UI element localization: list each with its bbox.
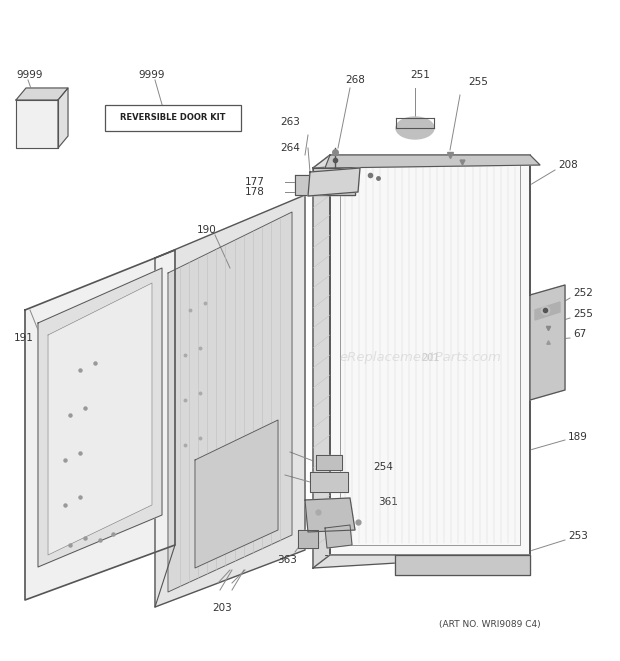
Text: REVERSIBLE DOOR KIT: REVERSIBLE DOOR KIT	[120, 114, 226, 122]
Polygon shape	[195, 420, 278, 568]
Text: 190: 190	[197, 225, 217, 235]
Text: 268: 268	[360, 555, 380, 565]
Text: 264: 264	[280, 143, 300, 153]
Polygon shape	[530, 285, 565, 400]
Polygon shape	[313, 168, 355, 195]
Polygon shape	[16, 100, 58, 148]
Text: eReplacementParts.com: eReplacementParts.com	[339, 352, 501, 364]
Text: 361: 361	[378, 497, 398, 507]
Text: 253: 253	[568, 531, 588, 541]
Text: 175: 175	[255, 447, 275, 457]
Polygon shape	[25, 250, 175, 600]
Polygon shape	[325, 525, 352, 548]
Polygon shape	[305, 498, 355, 532]
Text: 177: 177	[245, 177, 265, 187]
Polygon shape	[16, 88, 68, 100]
Polygon shape	[313, 555, 530, 568]
Text: 203: 203	[212, 603, 232, 613]
Text: 362: 362	[323, 555, 343, 565]
Polygon shape	[298, 530, 318, 548]
Polygon shape	[535, 302, 560, 320]
Ellipse shape	[396, 117, 434, 139]
Polygon shape	[325, 155, 540, 168]
Polygon shape	[330, 155, 530, 555]
Polygon shape	[295, 175, 355, 195]
Text: 363: 363	[277, 555, 297, 565]
Text: 201: 201	[421, 353, 439, 363]
Text: 67: 67	[573, 329, 587, 339]
Polygon shape	[48, 283, 152, 555]
Text: 254: 254	[373, 462, 393, 472]
Text: 251: 251	[410, 70, 430, 80]
Text: 189: 189	[568, 432, 588, 442]
Text: 255: 255	[468, 77, 488, 87]
Text: 268: 268	[345, 75, 365, 85]
Polygon shape	[316, 455, 342, 470]
Text: 208: 208	[558, 160, 578, 170]
Text: 178: 178	[245, 187, 265, 197]
Polygon shape	[155, 195, 305, 607]
Polygon shape	[310, 472, 348, 492]
Text: 9999: 9999	[16, 70, 43, 80]
Polygon shape	[313, 155, 330, 568]
Polygon shape	[313, 155, 530, 168]
Polygon shape	[58, 88, 68, 148]
Text: 9999: 9999	[138, 70, 164, 80]
Text: 191: 191	[14, 333, 34, 343]
Polygon shape	[38, 268, 162, 567]
Polygon shape	[308, 168, 360, 196]
Text: 252: 252	[573, 288, 593, 298]
Text: 263: 263	[280, 117, 300, 127]
Text: (ART NO. WRI9089 C4): (ART NO. WRI9089 C4)	[439, 621, 541, 629]
Polygon shape	[168, 212, 292, 592]
FancyBboxPatch shape	[105, 105, 241, 131]
Text: 255: 255	[573, 309, 593, 319]
Text: 262: 262	[250, 467, 270, 477]
Polygon shape	[395, 555, 530, 575]
